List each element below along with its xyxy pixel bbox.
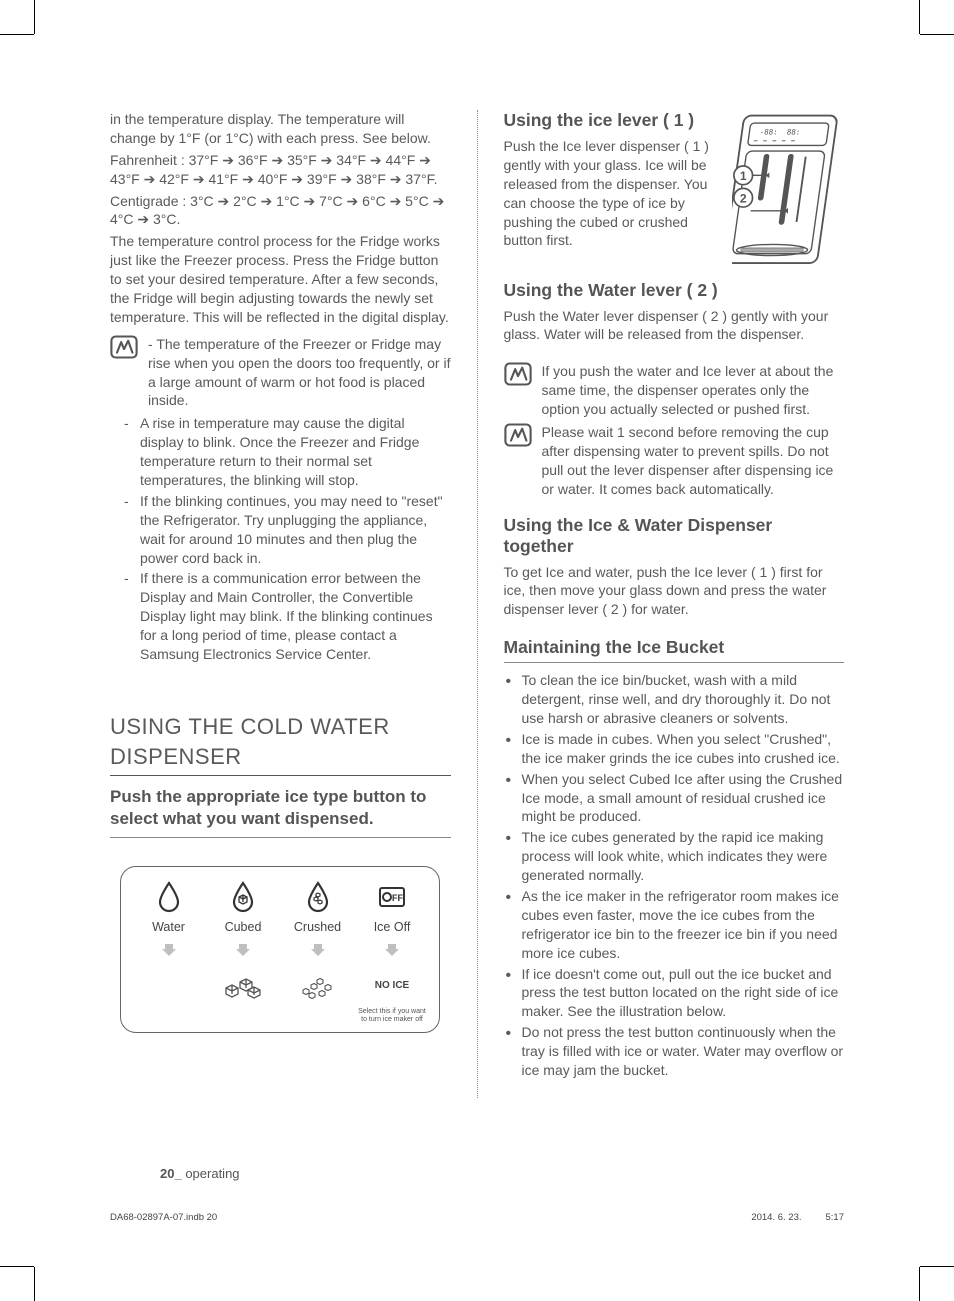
svg-text:-88:: -88: [759, 127, 778, 136]
print-date: 2014. 6. 23. [751, 1212, 801, 1223]
note-temp-rise: The temperature of the Freezer or Fridge… [110, 335, 451, 411]
down-arrow-icon [310, 941, 326, 962]
page-footer: 20_ operating [160, 1166, 240, 1181]
down-arrow-icon [161, 941, 177, 962]
crushed-result [295, 968, 341, 1002]
dispenser-panel: Water Cubed [120, 866, 440, 1033]
callout-1: 1 [740, 169, 747, 183]
centigrade-seq: Centigrade : 3°C ➔ 2°C ➔ 1°C ➔ 7°C ➔ 6°C… [110, 192, 451, 230]
callout-2: 2 [740, 191, 747, 205]
crushed-label: Crushed [294, 919, 341, 936]
page-number: 20_ [160, 1166, 182, 1181]
crushed-icon [304, 881, 332, 913]
iceoff-label: Ice Off [374, 919, 411, 936]
list-item: Do not press the test button continuousl… [522, 1023, 845, 1080]
noice-label: NO ICE [375, 968, 409, 1002]
note-text: If you push the water and Ice lever at a… [542, 362, 845, 419]
fridge-process: The temperature control process for the … [110, 232, 451, 326]
list-item: Ice is made in cubes. When you select "C… [522, 730, 845, 768]
heading-water-lever: Using the Water lever ( 2 ) [504, 280, 845, 301]
dispenser-diagram: -88: 88: 1 [732, 110, 844, 274]
cubed-icon [229, 881, 257, 913]
list-item: If ice doesn't come out, pull out the ic… [522, 965, 845, 1022]
iceoff-footnote: Select this if you wantto turn ice maker… [358, 1008, 426, 1023]
dash-list: A rise in temperature may cause the digi… [110, 414, 451, 664]
print-time: 5:17 [826, 1212, 845, 1223]
down-arrow-icon [235, 941, 251, 962]
list-item: The ice cubes generated by the rapid ice… [522, 828, 845, 885]
note-text: The temperature of the Freezer or Fridge… [148, 335, 451, 411]
heading-maintain: Maintaining the Ice Bucket [504, 637, 845, 663]
cubed-result [220, 968, 266, 1002]
fahrenheit-seq: Fahrenheit : 37°F ➔ 36°F ➔ 35°F ➔ 34°F ➔… [110, 151, 451, 189]
note-icon [504, 423, 532, 447]
list-item: When you select Cubed Ice after using th… [522, 770, 845, 827]
panel-iceoff: FF Ice Off NO ICE Select this if you wan… [356, 881, 428, 1024]
together-text: To get Ice and water, push the Ice lever… [504, 563, 845, 620]
note-text: Please wait 1 second before removing the… [542, 423, 845, 499]
print-footer: DA68-02897A-07.indb 20 2014. 6. 23. 5:17 [110, 1212, 844, 1223]
temp-intro: in the temperature display. The temperat… [110, 110, 451, 148]
note-simultaneous: If you push the water and Ice lever at a… [504, 362, 845, 419]
dash-item: If there is a communication error betwee… [128, 569, 451, 663]
left-column: in the temperature display. The temperat… [110, 110, 451, 1098]
heading-together: Using the Ice & Water Dispenser together [504, 515, 845, 557]
subsection-push-type: Push the appropriate ice type button to … [110, 786, 451, 837]
note-wait: Please wait 1 second before removing the… [504, 423, 845, 499]
dash-item: If the blinking continues, you may need … [128, 492, 451, 568]
cubed-label: Cubed [225, 919, 262, 936]
maintain-list: To clean the ice bin/bucket, wash with a… [504, 671, 845, 1080]
note-icon [110, 335, 138, 359]
column-divider [477, 110, 478, 1098]
list-item: To clean the ice bin/bucket, wash with a… [522, 671, 845, 728]
water-label: Water [152, 919, 185, 936]
water-lever-text: Push the Water lever dispenser ( 2 ) gen… [504, 307, 845, 345]
svg-text:88:: 88: [786, 127, 801, 136]
water-icon [155, 881, 183, 913]
dash-item: A rise in temperature may cause the digi… [128, 414, 451, 490]
section-cold-water: USING THE COLD WATER DISPENSER [110, 712, 451, 776]
right-column: -88: 88: 1 [504, 110, 845, 1098]
iceoff-icon: FF [378, 881, 406, 913]
down-arrow-icon [384, 941, 400, 962]
list-item: As the ice maker in the refrigerator roo… [522, 887, 845, 963]
panel-water: Water [133, 881, 205, 1003]
footer-section: operating [182, 1166, 240, 1181]
svg-text:FF: FF [392, 893, 403, 903]
panel-cubed: Cubed [207, 881, 279, 1003]
note-icon [504, 362, 532, 386]
print-filename: DA68-02897A-07.indb 20 [110, 1212, 217, 1223]
panel-crushed: Crushed [282, 881, 354, 1003]
